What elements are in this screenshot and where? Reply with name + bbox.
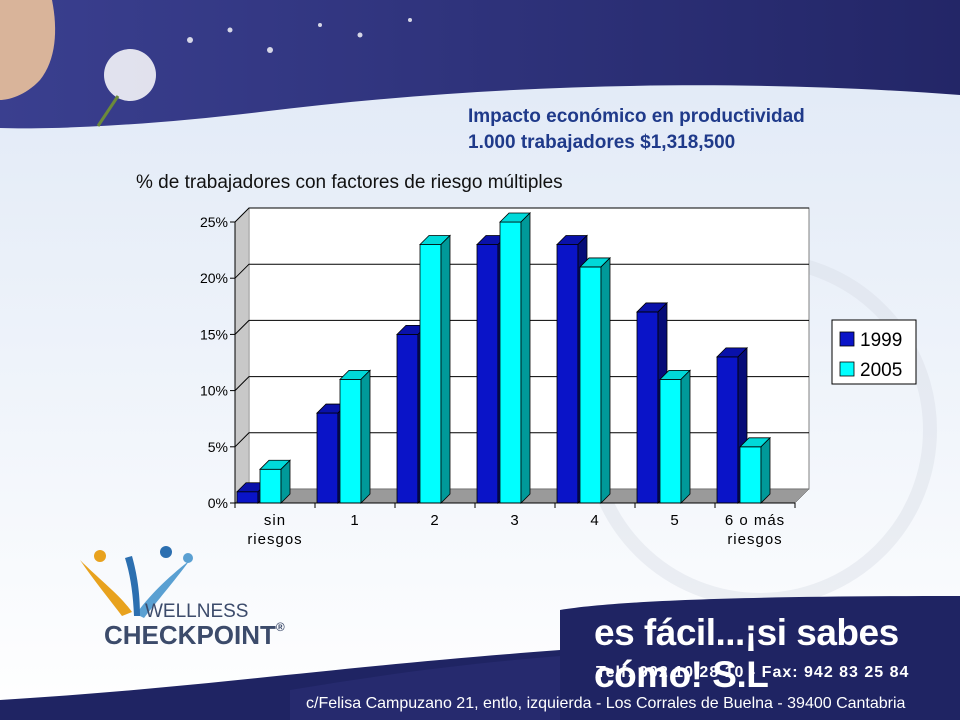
bar-front [476,244,499,504]
bar-2005-6 [739,436,771,504]
bar-front [636,311,659,504]
bar-side [680,369,691,504]
plot-side-wall [234,207,250,504]
bar-front [579,266,602,504]
brand-registered: ® [275,620,285,634]
header-title: Impacto económico en productividad 1.000… [468,104,805,156]
x-tick-label: riesgos [727,531,782,548]
bar-front [259,468,282,504]
title-line-2: 1.000 trabajadores $1,318,500 [468,132,736,153]
contact-phone: Telf: 902 10 28 10 - Fax: 942 83 25 84 [596,664,910,681]
x-tick-label: 5 [670,512,679,529]
y-gridline [234,207,809,223]
bar-side [520,212,531,504]
contact-address: c/Felisa Campuzano 21, entlo, izquierda … [306,695,906,712]
x-tick-label: 1 [350,512,359,529]
x-tick-label: 4 [590,512,599,529]
x-axis-ticks: sin riesgos 1 2 3 4 5 6 o más riesgos [234,502,796,548]
chart-legend: 1999 2005 [831,319,917,385]
bar-front [396,333,419,504]
bar-front [739,446,762,504]
y-tick-label: 25% [200,214,228,230]
x-tick-label: sin [264,512,286,529]
legend-label: 1999 [860,330,902,351]
bar-side [280,459,291,504]
y-gridline [234,263,809,279]
chart-title: % de trabajadores con factores de riesgo… [136,172,563,193]
chart-bars [236,212,771,504]
brand-checkpoint: CHECKPOINT® [104,620,285,651]
x-tick-label: 2 [430,512,439,529]
y-tick-label: 0% [208,495,228,511]
x-tick-label: riesgos [247,531,302,548]
y-tick-label: 5% [208,439,228,455]
bar-side [440,234,451,504]
bar-side [600,256,611,504]
bar-front [716,356,739,504]
y-axis-ticks: 0% 5% 10% 15% 20% 25% [200,214,236,511]
bar-2005-4 [579,256,611,504]
bar-side [760,436,771,504]
brand-point: POINT [196,620,276,650]
legend-swatch [839,361,855,377]
title-line-1: Impacto económico en productividad [468,106,805,127]
y-tick-label: 20% [200,270,228,286]
legend-swatch [839,331,855,347]
legend-label: 2005 [860,360,902,381]
bar-front [236,491,259,504]
bar-front [316,412,339,504]
bar-front [499,221,522,504]
bar-2005-3 [499,212,531,504]
y-tick-label: 15% [200,326,228,342]
bar-2005-2 [419,234,451,504]
bar-chart: 0% 5% 10% 15% 20% 25% sin riesgos 1 2 3 4 5 6 o más r… [200,207,917,548]
bar-front [556,244,579,504]
bar-2005-1 [339,369,371,504]
bar-front [419,244,442,504]
y-tick-label: 10% [200,383,228,399]
brand-check: CHECK [104,620,197,650]
bar-front [339,378,362,504]
wellness-checkpoint-logo [80,546,193,618]
slogan: es fácil...¡si sabes cómo! S.L [594,612,899,695]
y-gridline [234,319,809,335]
bar-2005-0 [259,459,291,504]
bar-side [360,369,371,504]
x-tick-label: 3 [510,512,519,529]
y-gridline [234,432,809,448]
bar-front [659,378,682,504]
x-tick-label: 6 o más [725,512,785,529]
y-gridline [234,376,809,391]
bar-2005-5 [659,369,691,504]
brand-wellness: WELLNESS [145,601,249,622]
